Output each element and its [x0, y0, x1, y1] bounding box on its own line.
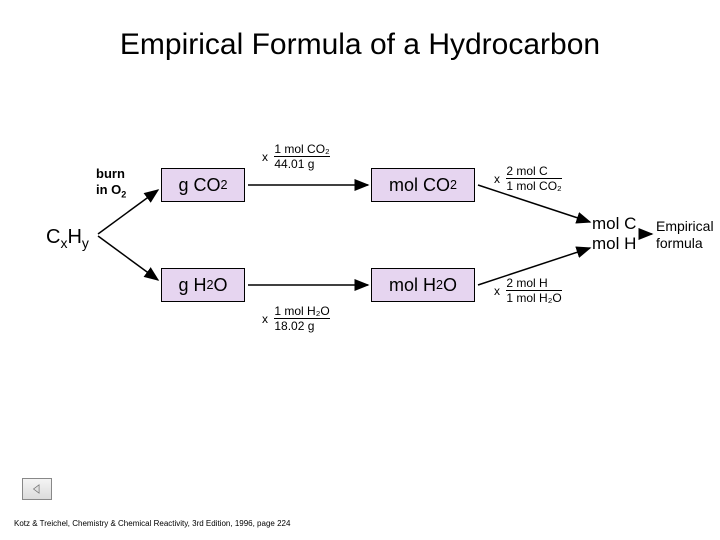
box-g-h2o: g H2O [161, 268, 245, 302]
box-mol-h2o: mol H2O [371, 268, 475, 302]
mol-c-line: mol C [592, 214, 636, 233]
frac-co2-to-mol: x 1 mol CO₂ 44.01 g [262, 142, 330, 172]
frac-den: 1 mol H₂O [506, 290, 561, 305]
burn-label: burn in O2 [96, 166, 126, 200]
box-g-co2-text: g CO [178, 175, 220, 196]
mol-c-h-label: mol C mol H [592, 214, 636, 253]
box-mol-co2: mol CO2 [371, 168, 475, 202]
arrows-layer [0, 0, 720, 540]
emp-line1: Empirical [656, 218, 714, 234]
cxhy-y: y [82, 235, 89, 251]
cxhy-c: C [46, 226, 60, 248]
frac-prefix: x [262, 150, 268, 164]
frac-h2o-to-mol: x 1 mol H₂O 18.02 g [262, 304, 330, 334]
frac-num: 2 mol C [506, 164, 561, 178]
emp-line2: formula [656, 235, 703, 251]
burn-line2: in O [96, 182, 121, 197]
frac-prefix: x [494, 284, 500, 298]
cxhy-h: H [67, 226, 81, 248]
box-g-co2: g CO2 [161, 168, 245, 202]
frac-molh2o-to-h: x 2 mol H 1 mol H₂O [494, 276, 562, 306]
box-mol-co2-text: mol CO [389, 175, 450, 196]
cxhy-label: CxHy [46, 226, 89, 251]
frac-num: 2 mol H [506, 276, 561, 290]
box-mol-h2o-post: O [443, 275, 457, 296]
mol-h-line: mol H [592, 234, 636, 253]
box-mol-h2o-sub: 2 [436, 278, 443, 292]
citation: Kotz & Treichel, Chemistry & Chemical Re… [14, 519, 290, 528]
frac-num: 1 mol CO₂ [274, 142, 329, 156]
box-g-h2o-sub: 2 [206, 278, 213, 292]
frac-num: 1 mol H₂O [274, 304, 329, 318]
frac-prefix: x [494, 172, 500, 186]
frac-den: 1 mol CO₂ [506, 178, 561, 193]
box-g-h2o-post: O [214, 275, 228, 296]
box-g-h2o-text: g H [178, 275, 206, 296]
burn-sub: 2 [121, 189, 126, 199]
back-button[interactable] [22, 478, 52, 500]
back-arrow-icon [30, 482, 44, 496]
empirical-formula-label: Empirical formula [656, 218, 714, 252]
frac-prefix: x [262, 312, 268, 326]
arrow-burn-down [98, 236, 158, 280]
box-mol-co2-sub: 2 [450, 178, 457, 192]
page-title: Empirical Formula of a Hydrocarbon [0, 28, 720, 62]
box-mol-h2o-text: mol H [389, 275, 436, 296]
frac-den: 44.01 g [274, 156, 329, 171]
frac-molco2-to-c: x 2 mol C 1 mol CO₂ [494, 164, 562, 194]
box-g-co2-sub: 2 [221, 178, 228, 192]
frac-den: 18.02 g [274, 318, 329, 333]
burn-line1: burn [96, 166, 125, 181]
